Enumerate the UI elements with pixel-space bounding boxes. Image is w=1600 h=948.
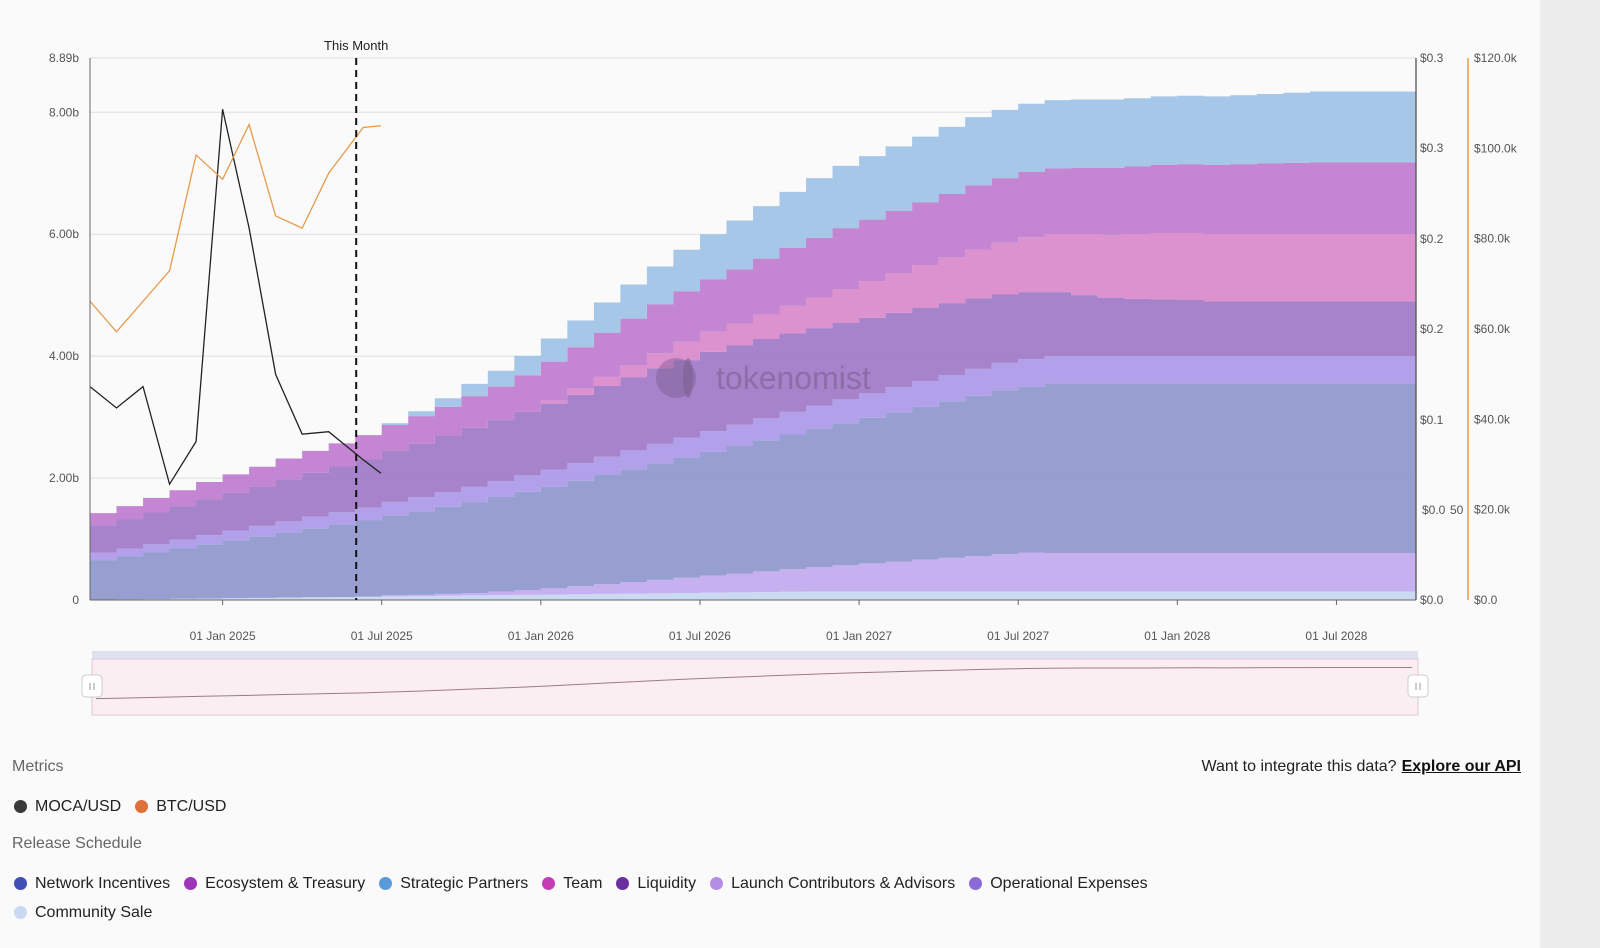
area-liquidity <box>90 292 1416 553</box>
legend-label: Operational Expenses <box>990 874 1148 892</box>
area-team <box>90 232 1416 526</box>
area-network-incentives <box>90 383 1416 600</box>
release-schedule-legend: Network Incentives Ecosystem & Treasury St… <box>14 869 1254 927</box>
btc-tick-label: $40.0k <box>1474 412 1511 426</box>
x-tick-label: 01 Jul 2027 <box>987 629 1049 643</box>
y-tick-label: 2.00b <box>49 471 79 485</box>
this-month-label: This Month <box>324 38 388 53</box>
watermark: tokenomist <box>656 358 871 398</box>
legend-item-operational-expenses[interactable]: Operational Expenses <box>969 869 1148 898</box>
legend-item-moca-usd[interactable]: MOCA/USD <box>14 792 121 821</box>
legend-label: Launch Contributors & Advisors <box>731 874 956 892</box>
y-tick-label: 0 <box>72 593 79 607</box>
legend-dot-icon <box>710 877 724 890</box>
x-tick-label: 01 Jan 2027 <box>826 629 892 643</box>
price-tick-label: $0.2 <box>1420 232 1444 246</box>
legend-item-launch-contributors-advisors[interactable]: Launch Contributors & Advisors <box>710 869 955 898</box>
btc-tick-label: $60.0k <box>1474 322 1511 336</box>
legend-dot-icon <box>14 906 27 919</box>
legend-dot-icon <box>184 877 198 890</box>
legend-dot-icon <box>379 877 393 890</box>
y-tick-label: 4.00b <box>49 349 79 363</box>
metrics-title: Metrics <box>12 758 64 775</box>
line-btc-usd <box>89 122 381 333</box>
x-tick-label: 01 Jul 2028 <box>1305 629 1367 643</box>
legend-item-team[interactable]: Team <box>542 869 602 898</box>
legend-item-network-incentives[interactable]: Network Incentives <box>14 869 170 898</box>
legend-dot-icon <box>616 877 630 890</box>
navigator-left-handle[interactable] <box>81 674 103 698</box>
x-tick-label: 01 Jul 2026 <box>669 629 731 643</box>
legend-dot-icon <box>542 877 556 890</box>
btc-tick-label: $20.0k <box>1474 503 1511 517</box>
legend-item-community-sale[interactable]: Community Sale <box>14 898 152 927</box>
api-prompt: Want to integrate this data? <box>1201 758 1397 775</box>
x-tick-label: 01 Jan 2025 <box>190 629 256 643</box>
price-tick-label: $0.3 <box>1420 51 1444 65</box>
price-tick-label: $0.3 <box>1420 141 1444 155</box>
y-tick-label: 8.89b <box>49 51 79 65</box>
legend-label: Community Sale <box>35 903 153 921</box>
line-moca-usd <box>89 109 382 486</box>
navigator-right-handle[interactable] <box>1407 674 1429 698</box>
legend-label: Liquidity <box>637 874 697 892</box>
legend-item-ecosystem-treasury[interactable]: Ecosystem & Treasury <box>184 869 365 898</box>
legend-dot-icon <box>14 877 27 890</box>
legend-item-liquidity[interactable]: Liquidity <box>616 869 696 898</box>
price-tick-label: $0.2 <box>1420 322 1444 336</box>
legend-label: BTC/USD <box>156 797 227 815</box>
legend-label: Strategic Partners <box>400 874 529 892</box>
axes: 0 2.00b 4.00b 6.00b 8.00b 8.89b $0.0 $0.0 $0.1 $0… <box>49 51 1518 643</box>
btc-tick-label: $100.0k <box>1474 141 1518 155</box>
release-chart[interactable]: tokenomist 0 2.00b 4.00b 6.00b 8.00b 8.89b $0.… <box>0 0 1540 740</box>
legend-label: Ecosystem & Treasury <box>205 874 366 892</box>
legend-item-strategic-partners[interactable]: Strategic Partners <box>379 869 528 898</box>
y-tick-label: 8.00b <box>49 105 79 119</box>
legend-dot-icon <box>969 877 983 890</box>
x-tick-label: 01 Jan 2028 <box>1144 629 1210 643</box>
area-strategic-partners <box>90 91 1416 514</box>
price-tick-label: $0.0 <box>1420 593 1444 607</box>
range-navigator[interactable] <box>81 651 1429 716</box>
metrics-legend: MOCA/USD BTC/USD <box>14 792 1254 821</box>
y-tick-label: 6.00b <box>49 227 79 241</box>
release-areas <box>90 91 1416 600</box>
navigator-scrollbar <box>92 651 1418 659</box>
area-community-sale <box>90 591 1416 600</box>
price-tick-label: $0.1 <box>1420 413 1444 427</box>
area-ecosystem-treasury <box>90 162 1416 526</box>
legend-item-btc-usd[interactable]: BTC/USD <box>135 792 226 821</box>
btc-tick-label: $80.0k <box>1474 232 1511 246</box>
btc-tick-label: $120.0k <box>1474 51 1518 65</box>
x-tick-label: 01 Jul 2025 <box>351 629 413 643</box>
legend-label: Team <box>563 874 603 892</box>
x-tick-label: 01 Jan 2026 <box>508 629 574 643</box>
api-row: Want to integrate this data? Explore our… <box>1201 758 1521 776</box>
legend-dot-icon <box>135 800 149 813</box>
navigator-series <box>95 666 1412 700</box>
legend-dot-icon <box>14 800 27 813</box>
navigator-window <box>91 658 1419 716</box>
price-tick-label: $0.0 <box>1422 503 1446 517</box>
legend-label: Network Incentives <box>35 874 171 892</box>
watermark-text: tokenomist <box>716 360 871 396</box>
legend-label: MOCA/USD <box>35 797 122 815</box>
price-tick-overlap: 50 <box>1450 503 1464 517</box>
area-operational-expenses <box>90 356 1416 561</box>
area-launch-contributors-advisors <box>90 552 1416 600</box>
btc-tick-label: $0.0 <box>1474 593 1498 607</box>
release-schedule-title: Release Schedule <box>12 835 142 852</box>
explore-api-link[interactable]: Explore our API <box>1401 758 1521 775</box>
price-lines <box>89 109 382 486</box>
this-month-marker: This Month <box>324 38 388 600</box>
page-edge <box>1540 0 1600 948</box>
